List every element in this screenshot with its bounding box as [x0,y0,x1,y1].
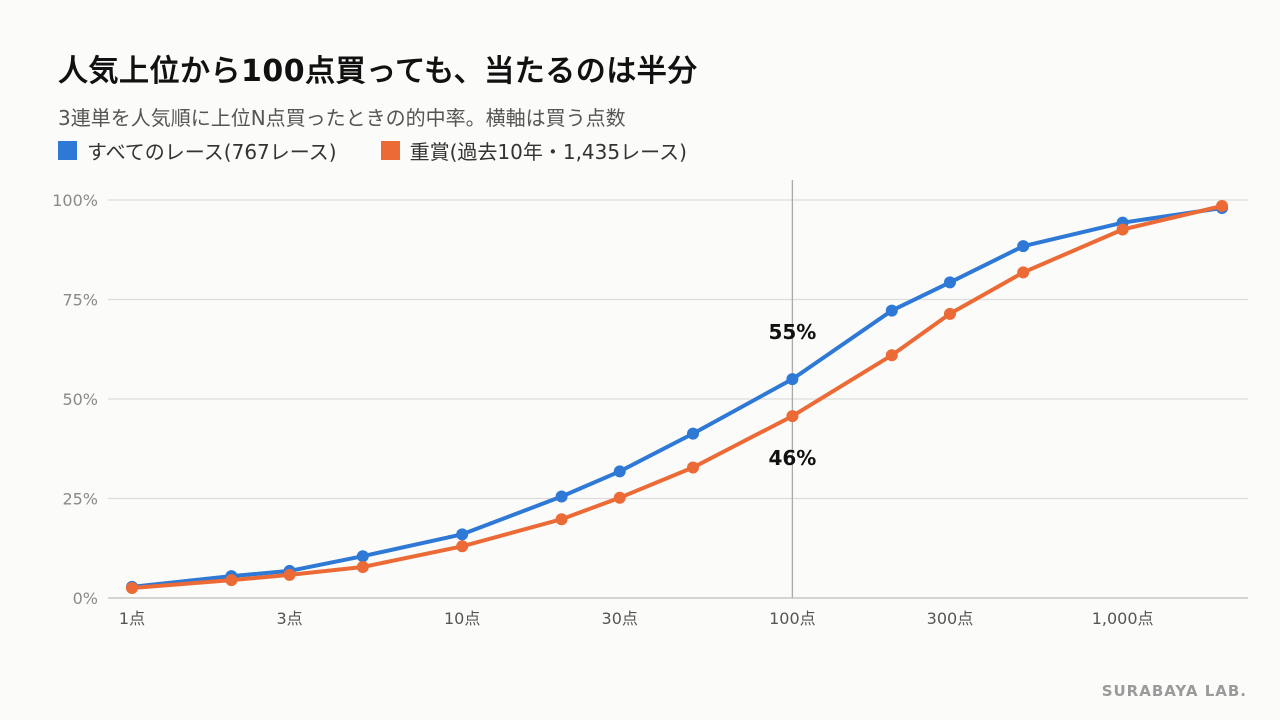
data-point-s1-1 [225,574,238,587]
data-point-s1-7 [686,461,699,474]
data-point-s1-5 [555,513,568,526]
data-point-s0-9 [885,304,898,317]
series-line-1 [130,204,1224,590]
x-tick-label: 100点 [769,609,816,628]
data-point-s1-6 [613,491,626,504]
y-tick-label: 75% [62,291,98,310]
data-point-s1-10 [943,307,956,320]
legend-item-all-races: すべてのレース(767レース) [58,136,337,165]
x-tick-label: 30点 [602,609,638,628]
x-tick-label: 300点 [927,609,974,628]
credit-watermark: SURABAYA LAB. [1101,682,1247,700]
y-tick-label: 50% [62,390,98,409]
data-point-s0-8 [786,373,799,386]
data-point-s1-2 [283,568,296,581]
chart-title: 人気上位から100点買っても、当たるのは半分 [58,54,698,89]
data-point-s1-11 [1017,266,1030,279]
annotation-label-1: 46% [768,446,816,470]
data-point-s0-11 [1017,240,1030,253]
data-point-s1-4 [456,540,469,553]
x-tick-label: 1,000点 [1092,609,1154,628]
y-tick-label: 25% [62,490,98,509]
x-tick-label: 3点 [276,609,302,628]
data-point-s0-3 [356,550,369,563]
data-point-s1-9 [885,349,898,362]
legend: すべてのレース(767レース) 重賞(過去10年・1,435レース) [58,136,731,165]
data-point-s1-13 [1216,199,1228,212]
y-tick-label: 0% [73,589,98,608]
data-point-s0-6 [613,465,626,478]
data-point-s0-5 [555,490,568,503]
data-point-s0-10 [943,276,956,289]
legend-label-graded-races: 重賞(過去10年・1,435レース) [409,140,687,164]
x-tick-label: 1点 [119,609,145,628]
legend-swatch-graded-races [380,141,400,160]
chart-subtitle: 3連単を人気順に上位N点買ったときの的中率。横軸は買う点数 [58,106,626,130]
legend-label-all-races: すべてのレース(767レース) [87,140,337,164]
x-tick-label: 10点 [444,609,480,628]
series-line-0 [130,206,1224,589]
legend-item-graded-races: 重賞(過去10年・1,435レース) [380,136,687,165]
data-point-s1-3 [356,560,369,573]
y-tick-label: 100% [52,191,98,210]
data-point-s1-12 [1116,223,1129,236]
data-point-s0-4 [456,528,469,541]
legend-swatch-all-races [58,141,77,160]
data-point-s1-0 [126,582,138,595]
data-point-s0-7 [686,427,699,440]
annotation-label-0: 55% [768,320,816,344]
data-point-s1-8 [786,410,799,423]
